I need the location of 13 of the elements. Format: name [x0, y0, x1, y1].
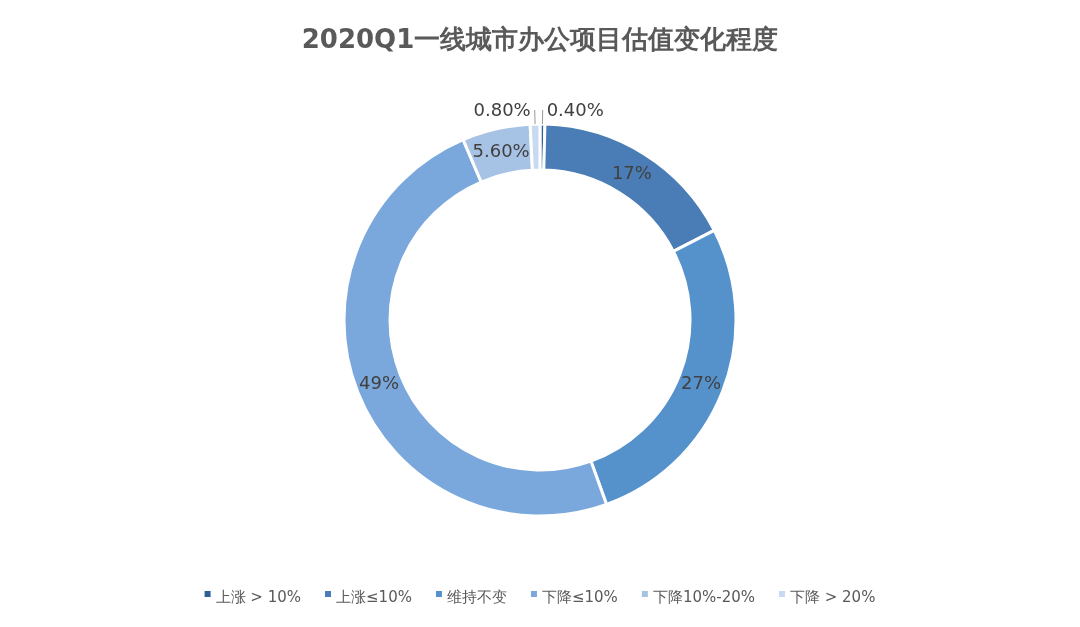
legend-label: 维持不变: [446, 587, 507, 606]
legend-label: 上涨 > 10%: [215, 587, 302, 606]
legend-label: 下降≤10%: [541, 587, 618, 606]
legend-label: 下降 > 20%: [789, 587, 876, 606]
data-label: 0.80%: [473, 99, 531, 121]
data-label: 27%: [681, 372, 722, 394]
data-label: 5.60%: [472, 140, 530, 162]
chart-title: 2020Q1一线城市办公项目估值变化程度: [301, 24, 779, 54]
legend-label: 下降10%-20%: [652, 587, 755, 606]
legend-label: 上涨≤10%: [336, 587, 412, 606]
data-label: 49%: [358, 372, 399, 394]
data-label: 0.40%: [546, 99, 604, 121]
data-label: 17%: [611, 162, 652, 184]
